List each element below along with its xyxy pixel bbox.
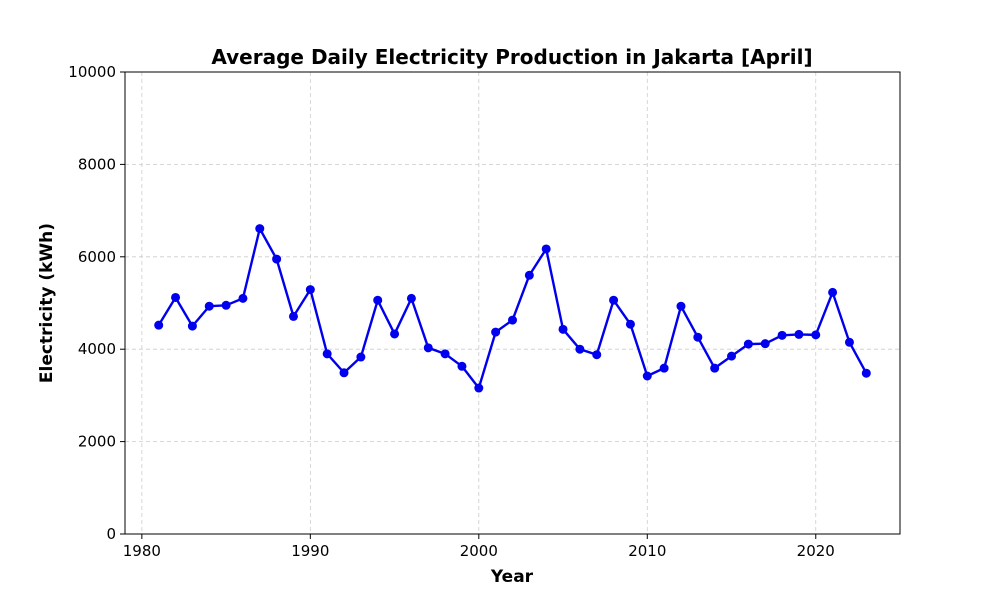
x-tick-label: 1990 [291,542,329,560]
y-axis-label: Electricity (kWh) [37,223,57,383]
data-point [609,295,619,305]
data-point [625,319,635,329]
data-point [592,350,602,360]
data-point [676,301,686,311]
y-tick-label: 10000 [68,63,116,81]
plot-frame [124,71,901,535]
x-tick-label: 2010 [628,542,666,560]
data-point [406,293,416,303]
data-point [642,371,652,381]
y-tick-label: 2000 [78,433,116,451]
x-tick-label: 1980 [123,542,161,560]
data-point [760,339,770,349]
data-point [373,295,383,305]
data-point [828,287,838,297]
data-point [693,332,703,342]
data-point [255,224,265,234]
data-point [305,285,315,295]
data-point [541,244,551,254]
data-point [457,361,467,371]
data-point [187,321,197,331]
data-point [288,311,298,321]
data-point [743,339,753,349]
data-point [811,330,821,340]
data-point [171,292,181,302]
data-point [154,320,164,330]
data-point [558,324,568,334]
data-point [575,344,585,354]
data-point [659,363,669,373]
grid [125,71,900,535]
data-point [272,254,282,264]
chart-title: Average Daily Electricity Production in … [211,45,812,69]
data-point [727,351,737,361]
data-point [339,368,349,378]
data-point [390,329,400,339]
data-point [508,315,517,325]
x-tick-label: 2020 [797,542,835,560]
y-tick-label: 0 [106,525,116,543]
data-point [794,329,804,339]
data-point [221,300,231,310]
data-point [710,363,720,373]
data-point [474,383,484,393]
data-point [440,349,450,359]
data-point [524,270,534,280]
data-point [356,352,366,362]
x-axis-label: Year [490,567,534,587]
x-axis: 1980 1990 2000 2010 2020 [123,534,835,560]
data-point [238,293,248,303]
y-axis: 0 2000 4000 6000 8000 10000 [68,63,125,543]
series-line [157,227,868,390]
data-point [861,368,871,378]
data-point [777,330,787,340]
y-tick-label: 6000 [78,248,116,266]
series-layer [154,224,871,393]
x-tick-label: 2000 [460,542,498,560]
data-point [204,301,214,311]
data-point [491,327,501,337]
y-tick-label: 8000 [78,155,116,173]
data-point [322,349,332,359]
data-point [844,337,854,347]
data-point [423,343,433,353]
y-tick-label: 4000 [78,340,116,358]
